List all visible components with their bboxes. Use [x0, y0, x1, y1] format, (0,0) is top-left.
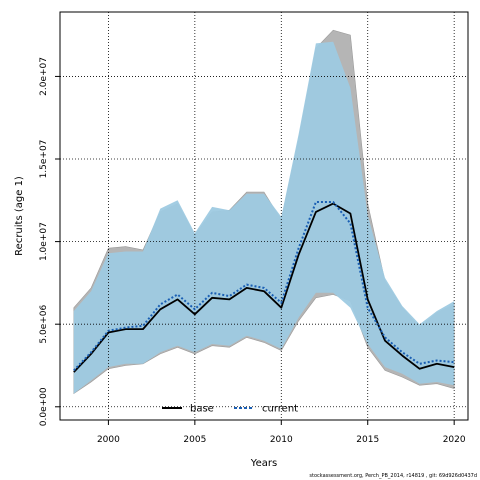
y-axis-title: Recruits (age 1)	[14, 176, 25, 256]
y-tick-label: 5.0e+06	[39, 304, 49, 343]
x-tick-label: 2010	[270, 435, 293, 445]
confidence-bands	[73, 29, 455, 395]
line-base	[73, 202, 455, 373]
x-axis: 2000 2005 2010 2015 2020	[97, 420, 466, 445]
legend-label-base: base	[190, 404, 214, 415]
x-axis-title: Years	[250, 458, 277, 469]
legend: base current	[162, 404, 298, 415]
y-tick-label: 0.0e+00	[39, 387, 49, 426]
x-tick-label: 2000	[97, 435, 120, 445]
footer-credit: stockassessment.org, Perch_PB_2014, r148…	[309, 473, 477, 479]
x-tick-label: 2015	[356, 435, 379, 445]
line-current	[73, 201, 455, 372]
y-tick-label: 2.0e+07	[39, 57, 49, 96]
x-tick-label: 2020	[443, 435, 466, 445]
y-tick-label: 1.0e+07	[39, 222, 49, 261]
legend-label-current: current	[262, 404, 298, 415]
band-current	[73, 41, 455, 394]
grid-lines	[60, 12, 468, 420]
x-tick-label: 2005	[183, 435, 206, 445]
y-axis: 0.0e+00 5.0e+06 1.0e+07 1.5e+07 2.0e+07	[39, 57, 60, 426]
plot-frame	[59, 11, 469, 421]
series-lines	[73, 201, 455, 373]
y-tick-label: 1.5e+07	[39, 140, 49, 179]
